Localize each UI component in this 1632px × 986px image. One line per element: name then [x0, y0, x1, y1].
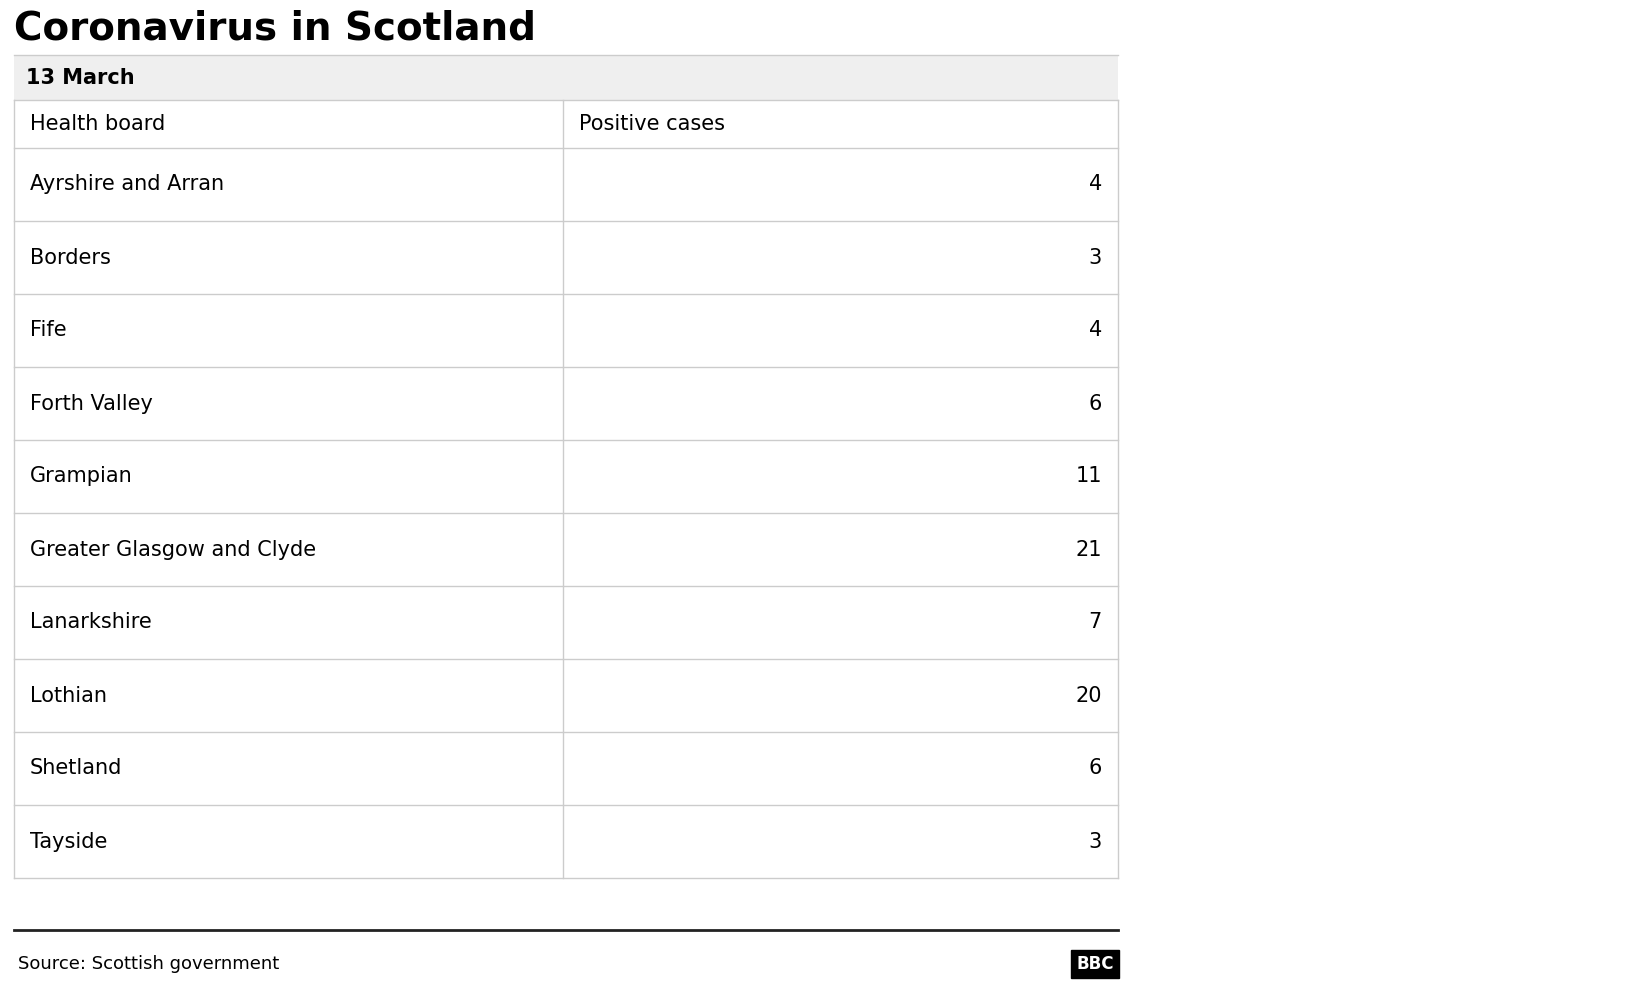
Text: Grampian: Grampian	[29, 466, 132, 486]
Text: Ayrshire and Arran: Ayrshire and Arran	[29, 175, 224, 194]
Text: Lanarkshire: Lanarkshire	[29, 612, 152, 632]
Text: Borders: Borders	[29, 247, 111, 267]
Text: Source: Scottish government: Source: Scottish government	[18, 955, 279, 973]
Text: 6: 6	[1089, 393, 1102, 413]
Text: BBC: BBC	[1077, 955, 1115, 973]
Text: Tayside: Tayside	[29, 831, 108, 852]
Text: Greater Glasgow and Clyde: Greater Glasgow and Clyde	[29, 539, 317, 559]
Text: 7: 7	[1089, 612, 1102, 632]
Text: 21: 21	[1075, 539, 1102, 559]
Bar	[15, 55, 1118, 100]
Text: Shetland: Shetland	[29, 758, 122, 779]
Text: Lothian: Lothian	[29, 685, 108, 706]
Text: Fife: Fife	[29, 320, 67, 340]
Text: Forth Valley: Forth Valley	[29, 393, 153, 413]
Text: Positive cases: Positive cases	[579, 114, 725, 134]
Text: Health board: Health board	[29, 114, 165, 134]
Text: 4: 4	[1089, 175, 1102, 194]
Text: Coronavirus in Scotland: Coronavirus in Scotland	[15, 10, 535, 48]
Text: 13 March: 13 March	[26, 67, 134, 88]
Text: 11: 11	[1075, 466, 1102, 486]
Text: 3: 3	[1089, 247, 1102, 267]
Text: 20: 20	[1075, 685, 1102, 706]
Text: 6: 6	[1089, 758, 1102, 779]
Text: 3: 3	[1089, 831, 1102, 852]
Text: 4: 4	[1089, 320, 1102, 340]
